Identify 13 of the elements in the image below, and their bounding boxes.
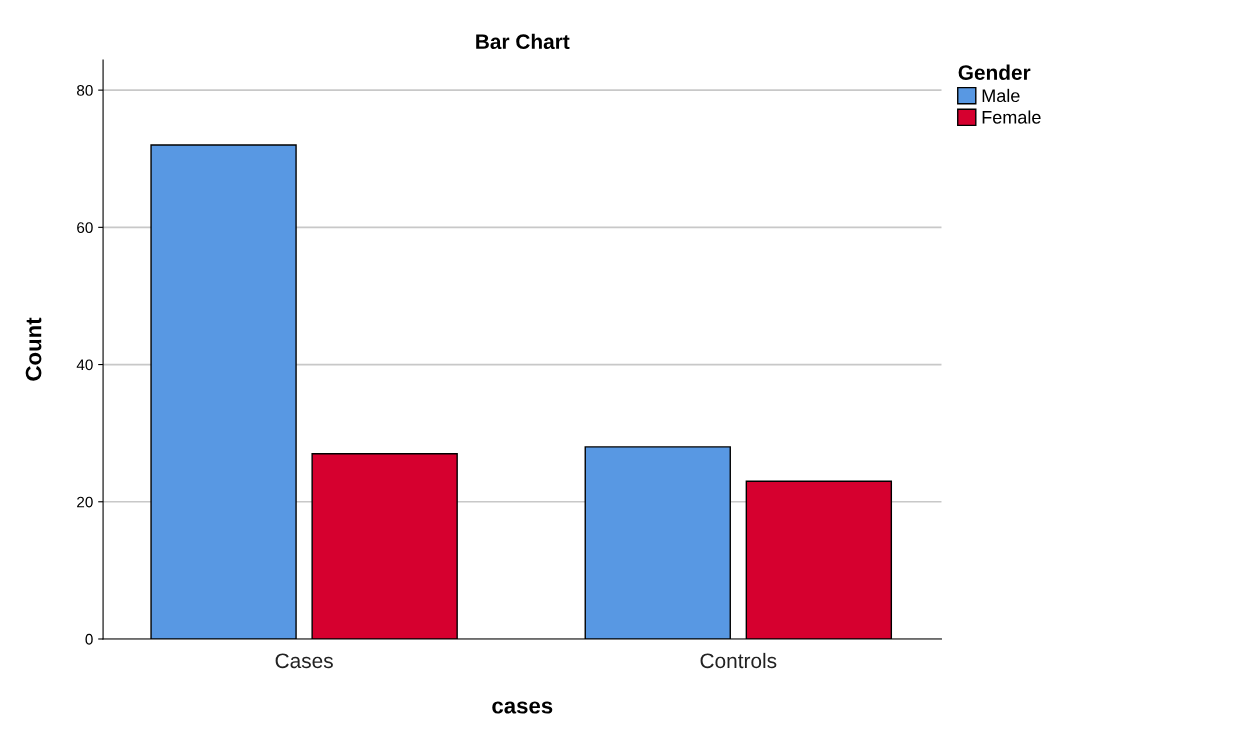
legend-label: Female: [982, 110, 1041, 124]
legend-title: Gender: [958, 64, 1031, 80]
legend-label: Male: [982, 88, 1020, 103]
y-tick-label: 80: [77, 85, 93, 96]
x-tick-label: Controls: [700, 652, 777, 669]
y-tick-label: 0: [85, 633, 93, 645]
y-tick-label: 60: [77, 222, 93, 234]
y-axis-title: Count: [25, 317, 42, 381]
x-axis-title: cases: [492, 701, 553, 714]
chart-title: Bar Chart: [476, 33, 570, 50]
y-tick-label: 40: [76, 359, 93, 371]
x-tick-label: Cases: [275, 653, 333, 669]
y-tick-label: 20: [77, 496, 93, 508]
